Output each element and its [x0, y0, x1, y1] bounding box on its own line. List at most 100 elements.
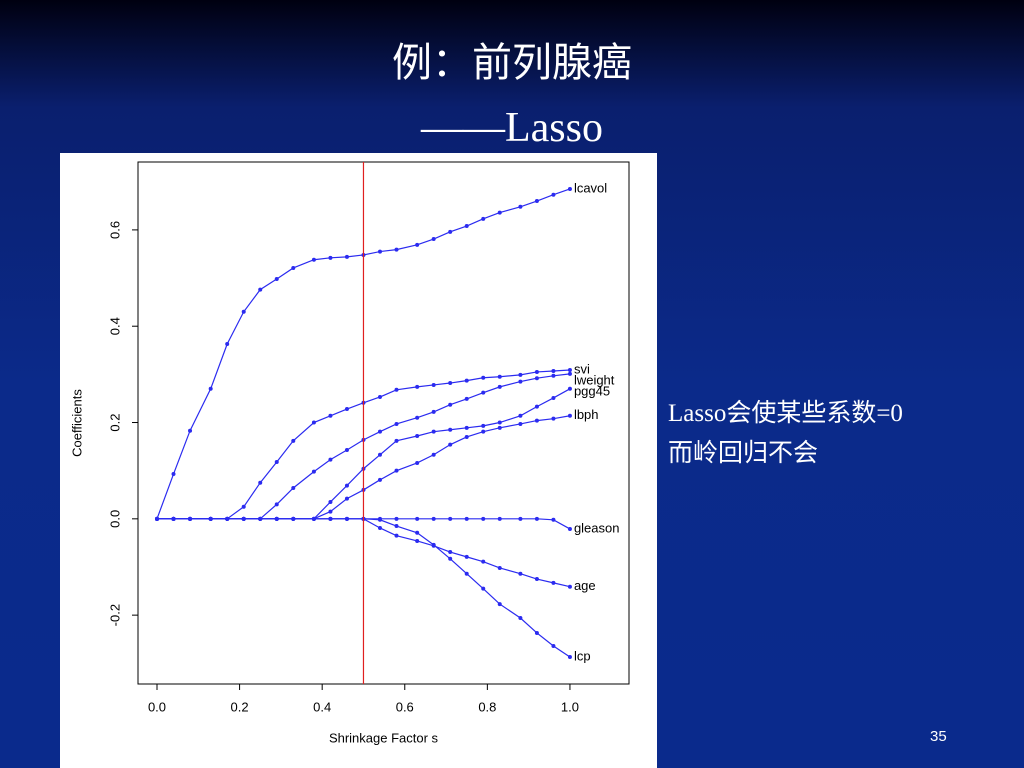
- note-line: Lasso会使某些系数=0: [668, 400, 903, 427]
- point: [344, 483, 349, 488]
- series-label: lbph: [574, 407, 599, 422]
- point: [481, 429, 486, 434]
- point: [448, 402, 453, 407]
- y-tick-label: 0.0: [107, 510, 122, 528]
- point: [534, 516, 539, 521]
- plot-frame: [137, 161, 630, 685]
- point: [274, 502, 279, 507]
- point: [377, 429, 382, 434]
- point: [415, 530, 420, 535]
- point: [567, 371, 572, 376]
- x-tick-label: 0.2: [231, 699, 249, 714]
- x-tick-label: 0.0: [148, 699, 166, 714]
- series-label: lcp: [574, 648, 591, 663]
- point: [481, 516, 486, 521]
- point: [274, 460, 279, 465]
- point: [344, 447, 349, 452]
- series-label: lcavol: [574, 180, 607, 195]
- x-tick-label: 0.6: [396, 699, 414, 714]
- point: [415, 415, 420, 420]
- point: [551, 416, 556, 421]
- point: [518, 379, 523, 384]
- point: [431, 409, 436, 414]
- point: [291, 516, 296, 521]
- point: [448, 229, 453, 234]
- point: [551, 192, 556, 197]
- point: [394, 387, 399, 392]
- slide-subtitle: ——Lasso: [421, 105, 603, 151]
- point: [534, 418, 539, 423]
- point: [518, 421, 523, 426]
- point: [241, 504, 246, 509]
- point: [344, 407, 349, 412]
- point: [497, 384, 502, 389]
- point: [497, 516, 502, 521]
- point: [497, 602, 502, 607]
- point: [448, 381, 453, 386]
- point: [377, 517, 382, 522]
- point: [431, 452, 436, 457]
- point: [464, 378, 469, 383]
- point: [394, 247, 399, 252]
- point: [567, 526, 572, 531]
- point: [377, 452, 382, 457]
- point: [258, 516, 263, 521]
- point: [497, 420, 502, 425]
- point: [464, 434, 469, 439]
- point: [394, 516, 399, 521]
- x-axis-label: Shrinkage Factor s: [329, 730, 439, 745]
- point: [567, 386, 572, 391]
- point: [291, 265, 296, 270]
- point: [431, 542, 436, 547]
- point: [551, 517, 556, 522]
- point: [208, 386, 213, 391]
- point: [551, 395, 556, 400]
- point: [291, 438, 296, 443]
- point: [415, 516, 420, 521]
- note-line: 而岭回归不会: [668, 440, 819, 467]
- point: [464, 516, 469, 521]
- point: [415, 434, 420, 439]
- point: [258, 287, 263, 292]
- point: [481, 423, 486, 428]
- point: [464, 571, 469, 576]
- point: [377, 394, 382, 399]
- point: [431, 237, 436, 242]
- point: [328, 516, 333, 521]
- point: [344, 496, 349, 501]
- point: [518, 413, 523, 418]
- point: [567, 186, 572, 191]
- x-tick-label: 1.0: [561, 699, 579, 714]
- point: [481, 390, 486, 395]
- point: [431, 516, 436, 521]
- point: [534, 369, 539, 374]
- point: [448, 550, 453, 555]
- point: [394, 533, 399, 538]
- point: [518, 616, 523, 621]
- y-tick-label: -0.2: [107, 604, 122, 626]
- point: [394, 468, 399, 473]
- x-tick-label: 0.8: [478, 699, 496, 714]
- point: [188, 516, 193, 521]
- point: [481, 559, 486, 564]
- point: [464, 224, 469, 229]
- point: [481, 586, 486, 591]
- series-label: pgg45: [574, 383, 610, 398]
- point: [274, 277, 279, 282]
- point: [415, 242, 420, 247]
- point: [431, 382, 436, 387]
- slide-title: 例：前列腺癌: [392, 40, 632, 86]
- point: [497, 210, 502, 215]
- point: [518, 372, 523, 377]
- point: [448, 516, 453, 521]
- point: [534, 199, 539, 204]
- point: [534, 577, 539, 582]
- point: [431, 429, 436, 434]
- point: [241, 516, 246, 521]
- point: [518, 204, 523, 209]
- point: [328, 413, 333, 418]
- point: [241, 309, 246, 314]
- point: [464, 396, 469, 401]
- point: [567, 655, 572, 660]
